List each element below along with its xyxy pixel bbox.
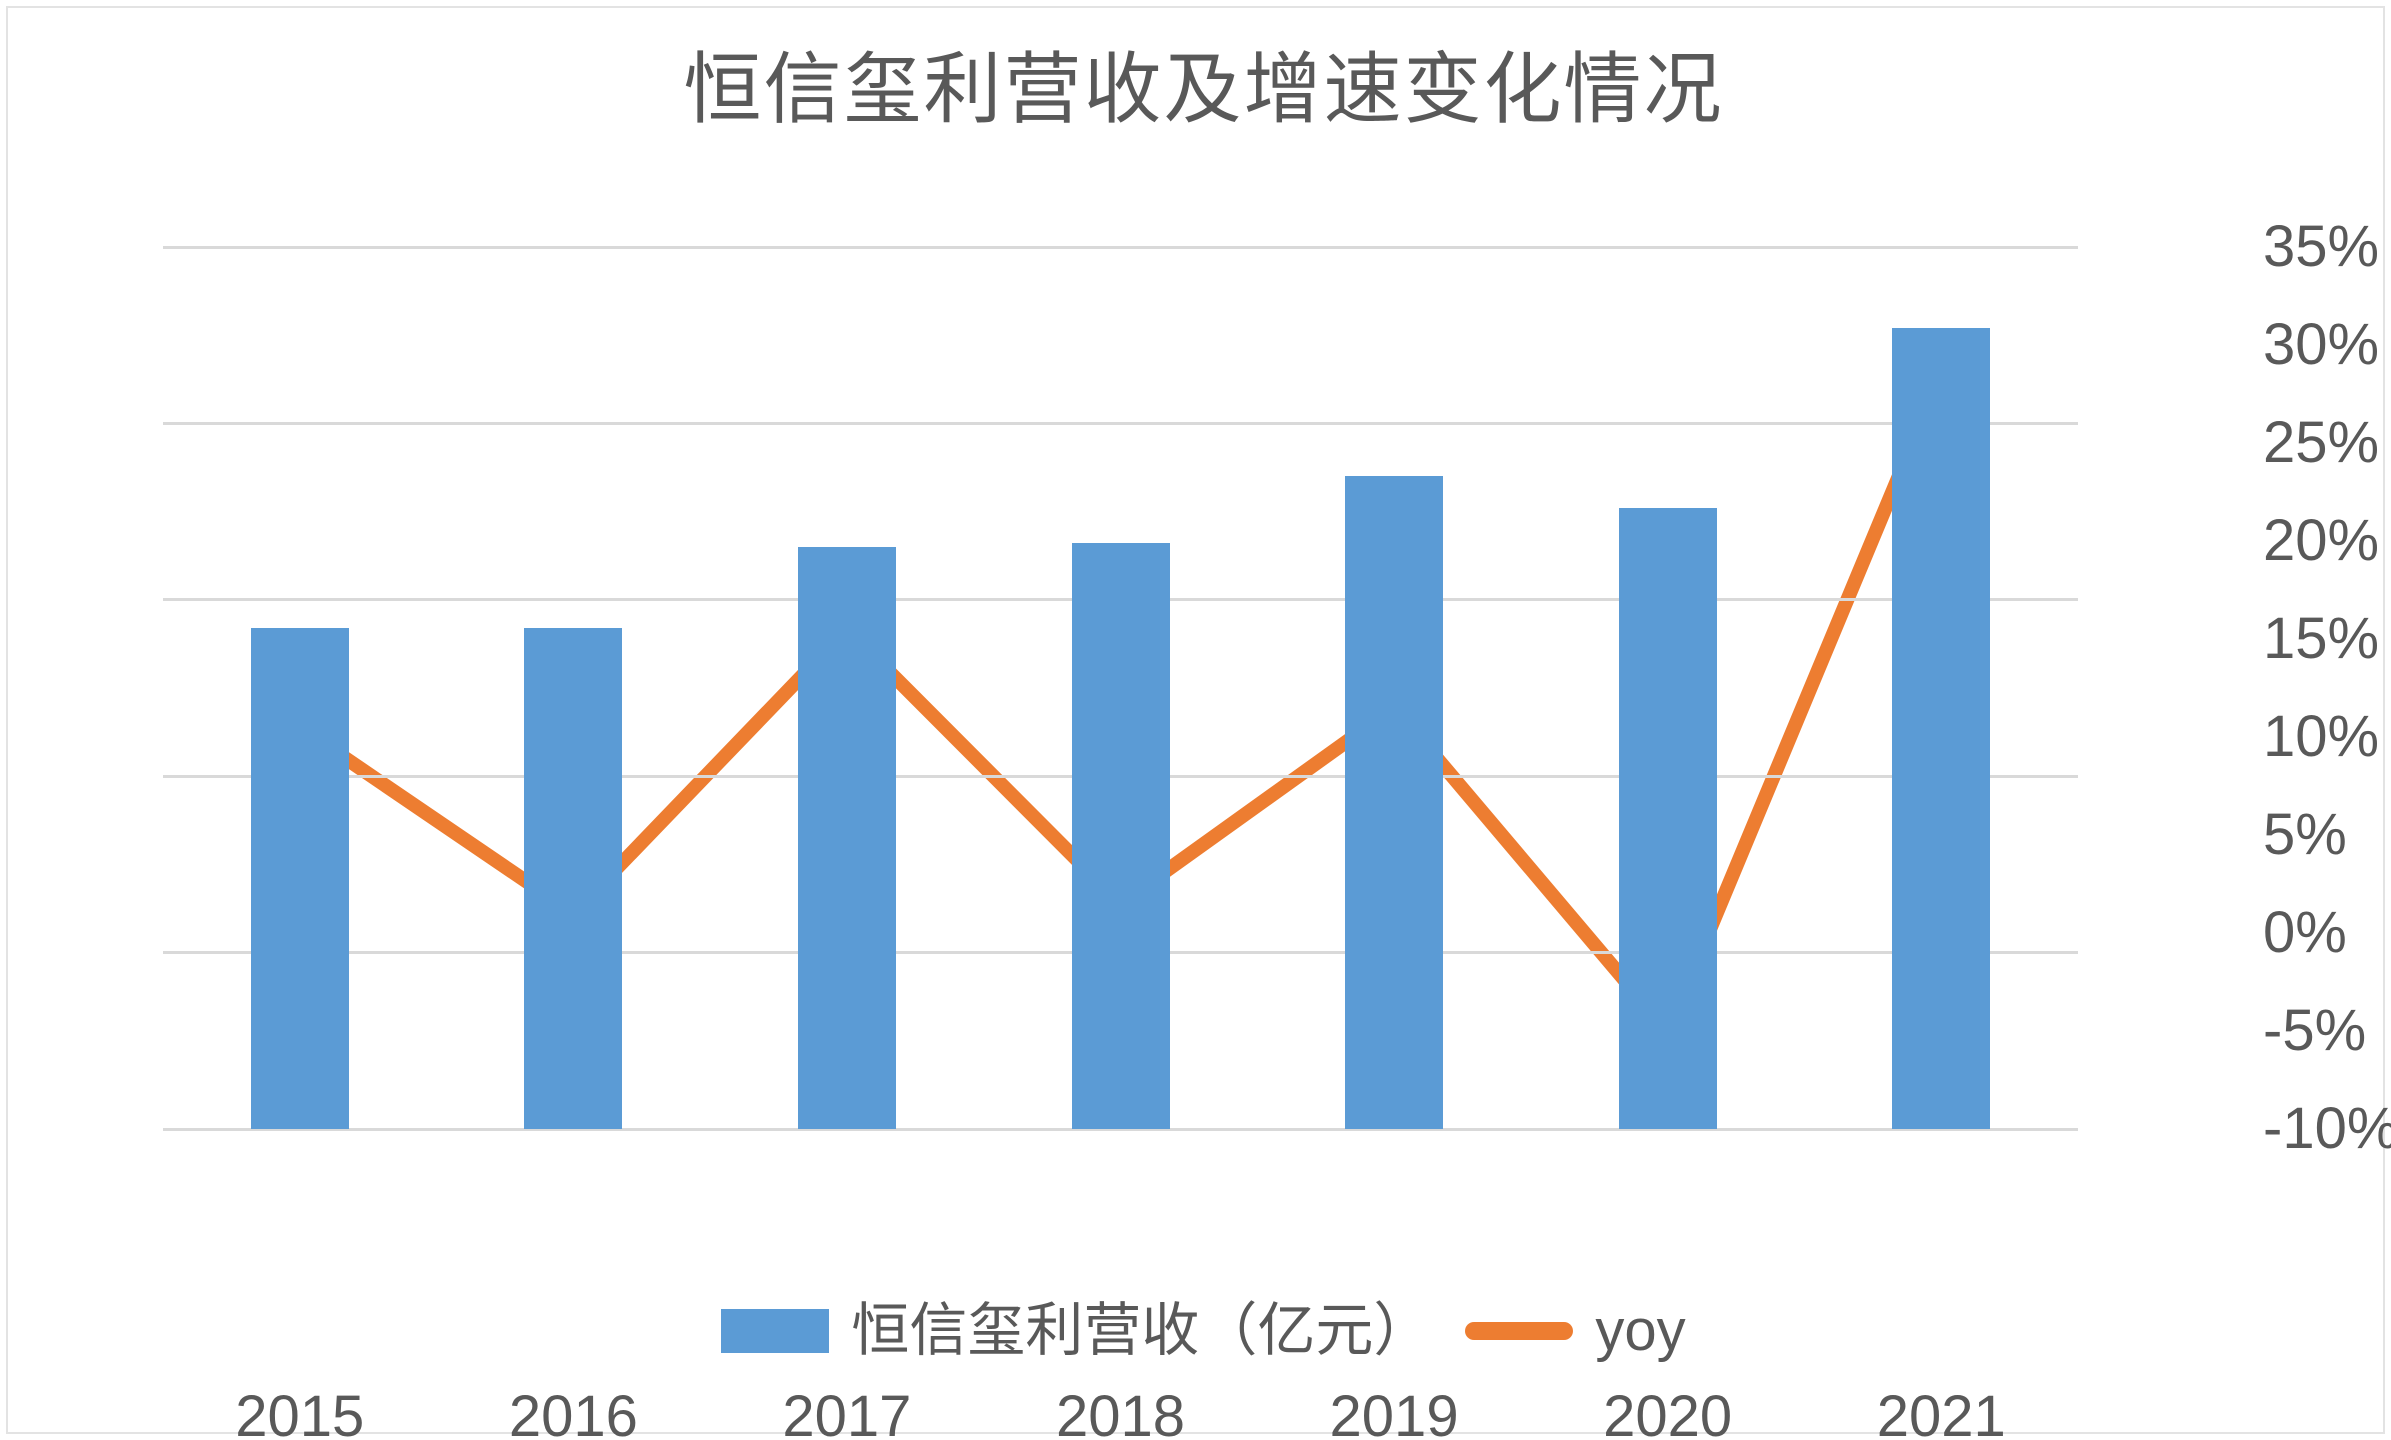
gridline [163,1127,2078,1131]
bar-2017[interactable] [797,546,896,1129]
legend-item-revenue[interactable]: 恒信玺利营收（亿元） [721,1300,1431,1362]
bar-2021[interactable] [1892,328,1991,1129]
y-axis-right-tick-label: 35% [2263,214,2380,279]
gridline [163,421,2078,425]
y-axis-right-tick-label: 25% [2263,410,2380,475]
y-axis-right-tick-label: -5% [2263,998,2367,1063]
y-axis-right-tick-label: 15% [2263,606,2380,671]
x-axis-tick-label: 2018 [1055,1384,1186,1440]
chart-frame: 恒信玺利营收及增速变化情况 0510152025-10%-5%0%5%10%15… [6,6,2391,1440]
bar-2018[interactable] [1071,543,1170,1129]
y-axis-right-tick-label: 0% [2263,900,2347,965]
gridline [163,245,2078,249]
plot-area: 0510152025-10%-5%0%5%10%15%20%25%30%35%2… [163,218,2391,1440]
chart-legend: 恒信玺利营收（亿元） yoy [8,1300,2391,1362]
bar-2015[interactable] [250,628,349,1129]
y-axis-right-tick-label: -10% [2263,1096,2391,1161]
page-title: 恒信玺利营收及增速变化情况 [683,46,1724,133]
y-axis-right-tick-label: 20% [2263,508,2380,573]
x-axis-tick-label: 2015 [235,1384,365,1440]
x-axis-tick-label: 2020 [1603,1384,1733,1440]
bar-2020[interactable] [1618,508,1717,1129]
line-swatch-icon [1465,1322,1574,1340]
y-axis-right-tick-label: 5% [2263,802,2347,867]
bar-2016[interactable] [524,628,623,1129]
x-axis-tick-label: 2021 [1876,1384,2006,1440]
legend-label-yoy: yoy [1595,1298,1686,1363]
legend-label-revenue: 恒信玺利营收（亿元） [851,1298,1432,1363]
x-axis-tick-label: 2019 [1329,1384,1459,1440]
bar-2019[interactable] [1345,476,1444,1129]
x-axis-tick-label: 2017 [782,1384,912,1440]
y-axis-right-tick-label: 10% [2263,704,2380,769]
y-axis-right-tick-label: 30% [2263,312,2380,377]
x-axis-tick-label: 2016 [508,1384,638,1440]
legend-item-yoy[interactable]: yoy [1465,1298,1686,1363]
bar-swatch-icon [721,1309,830,1353]
